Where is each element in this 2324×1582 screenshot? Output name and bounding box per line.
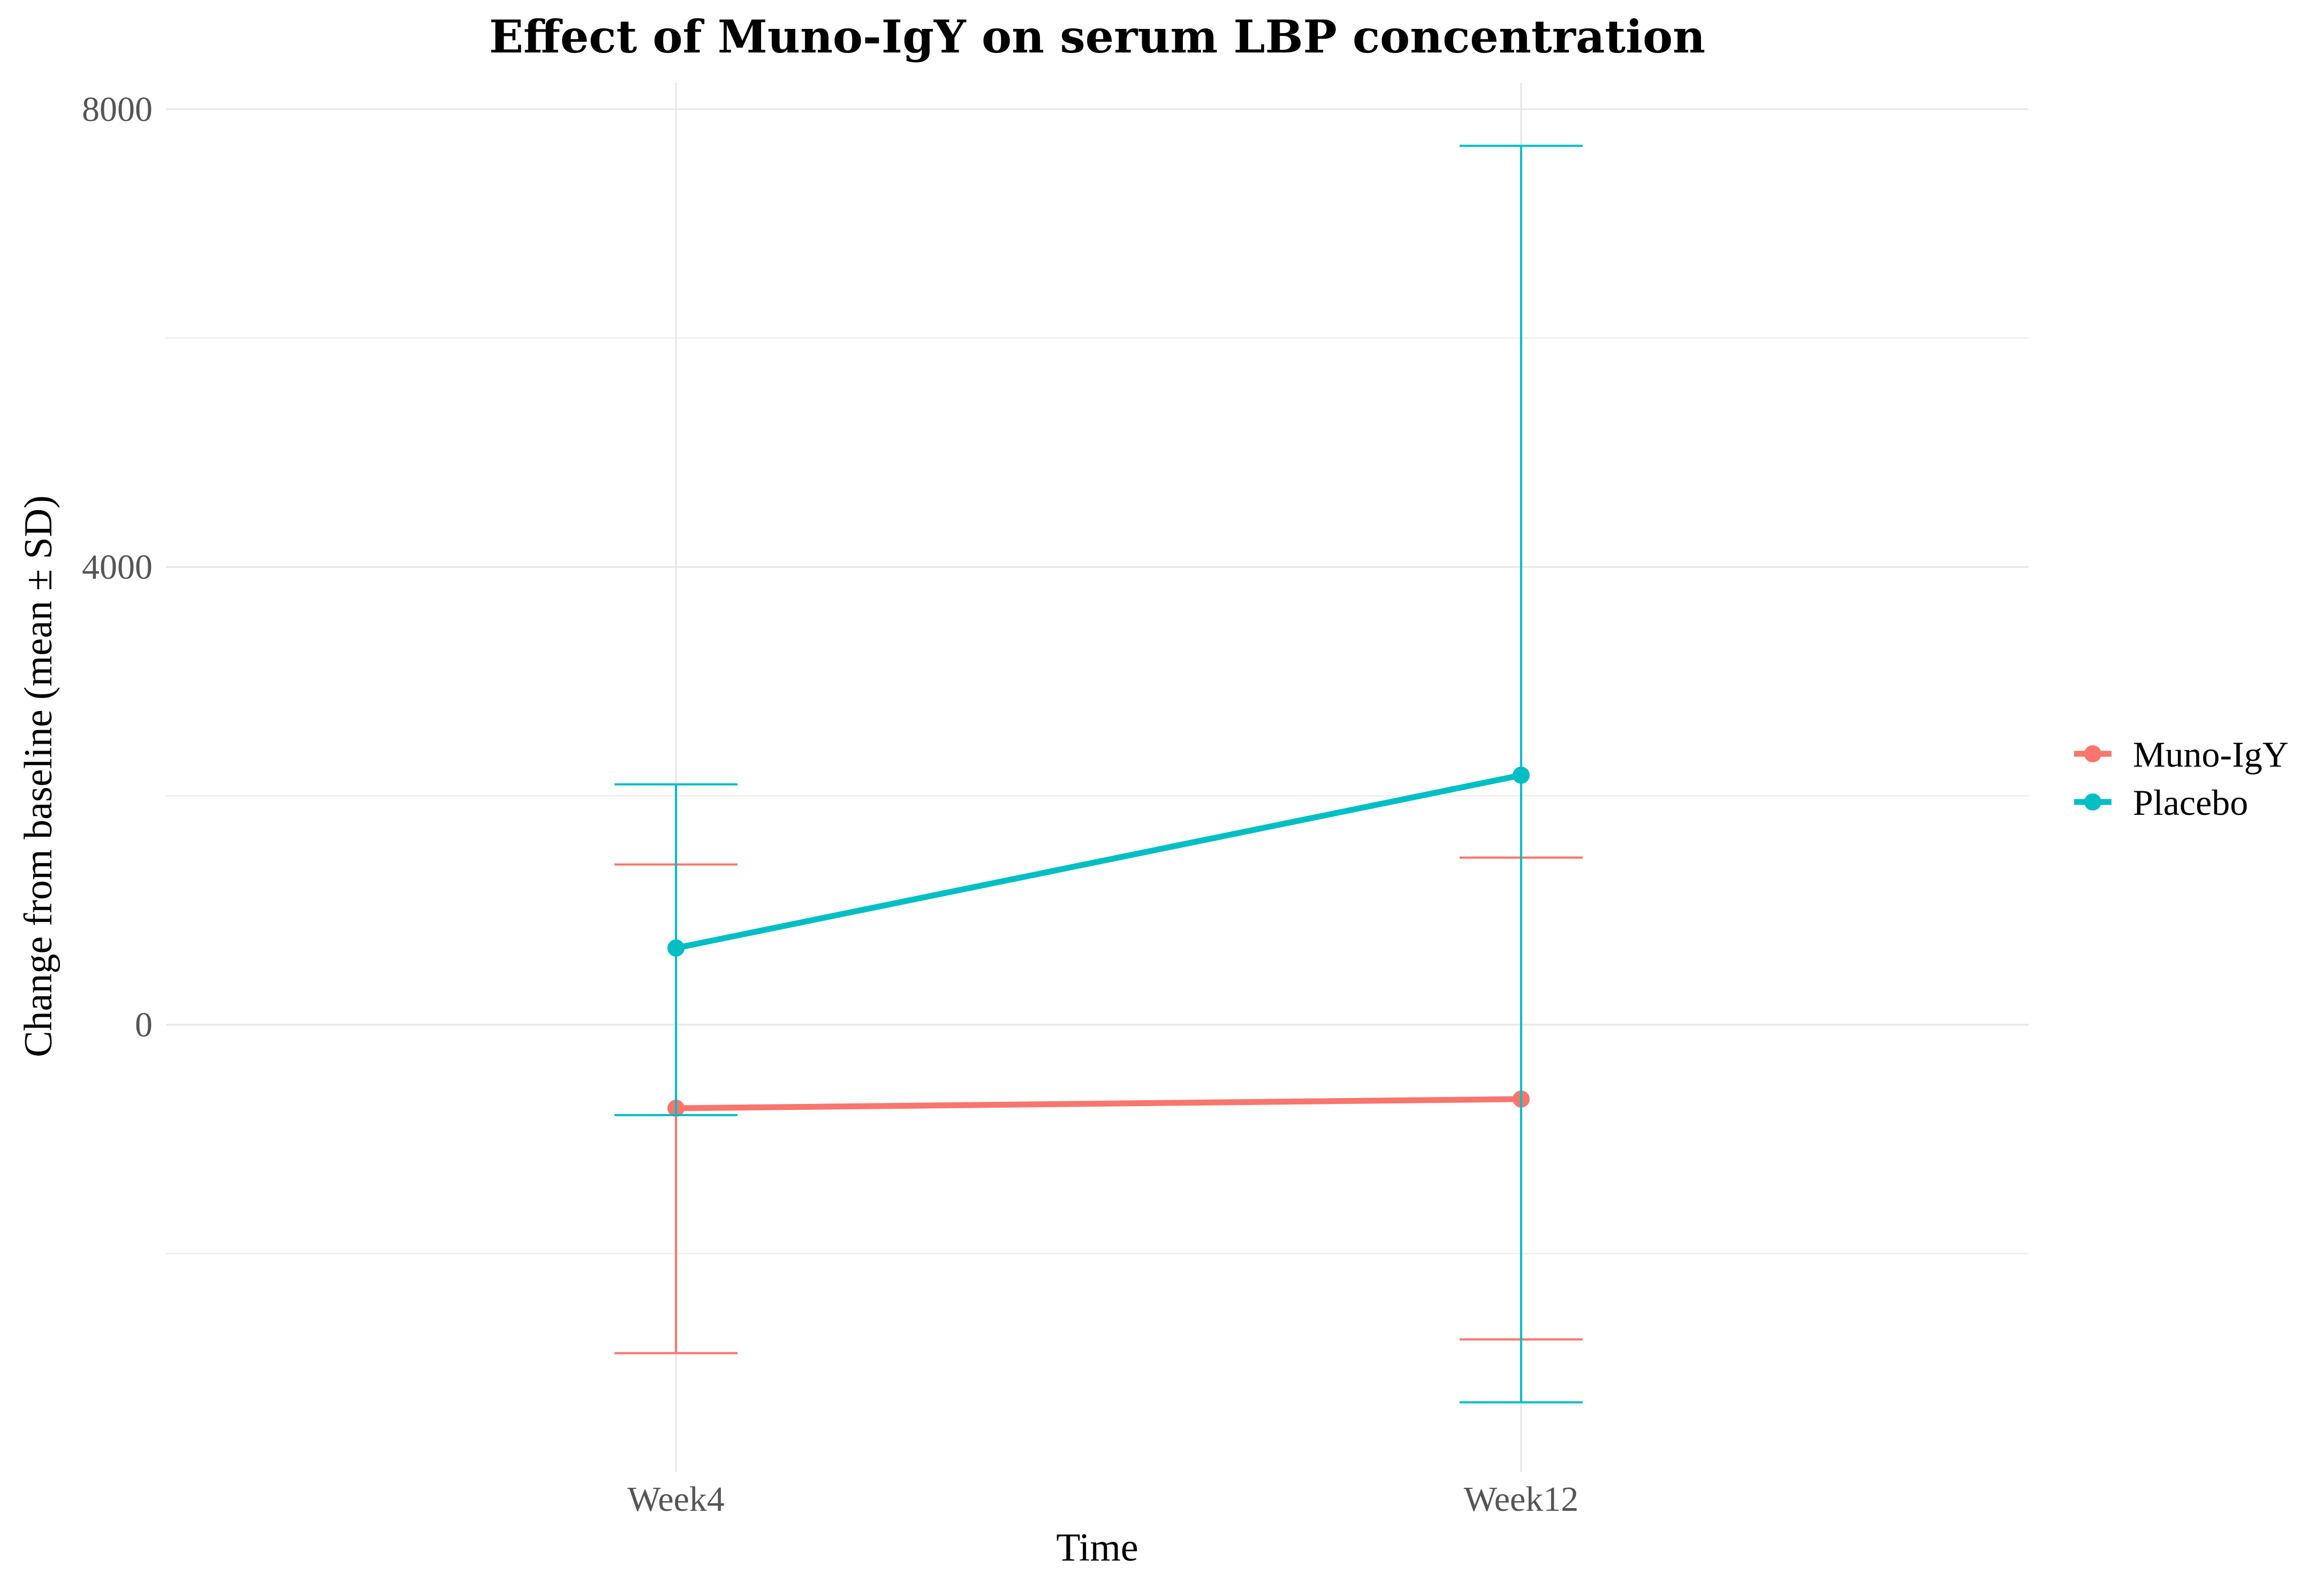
- legend-label-muno-igy: Muno-IgY: [2133, 734, 2289, 775]
- series-placebo: [614, 145, 1583, 1404]
- series-line-muno-igy: [673, 1096, 1524, 1111]
- legend: Muno-IgY Placebo: [2074, 734, 2289, 823]
- legend-key-point: [2084, 745, 2101, 762]
- data-point-placebo: [1513, 767, 1530, 784]
- x-axis-title: Time: [1056, 1526, 1138, 1570]
- x-tick-label-week12: Week12: [1464, 1480, 1579, 1519]
- series-layer: [614, 145, 1583, 1404]
- legend-key-point: [2084, 793, 2101, 811]
- y-tick-label: 8000: [82, 90, 153, 129]
- x-tick-label-week4: Week4: [627, 1480, 725, 1519]
- data-point-placebo: [667, 939, 685, 957]
- legend-label-placebo: Placebo: [2133, 782, 2248, 823]
- y-tick-label: 0: [135, 1005, 153, 1044]
- tick-labels: 0 4000 8000 Week4 Week12: [82, 90, 1578, 1519]
- series-line-placebo: [673, 772, 1524, 951]
- legend-item-muno-igy: Muno-IgY: [2074, 734, 2289, 775]
- y-axis-title: Change from baseline (mean ± SD): [17, 495, 60, 1057]
- y-tick-label: 4000: [82, 548, 153, 587]
- grid-lines: [166, 83, 2029, 1472]
- legend-item-placebo: Placebo: [2074, 782, 2248, 823]
- chart-title: Effect of Muno-IgY on serum LBP concentr…: [489, 10, 1705, 63]
